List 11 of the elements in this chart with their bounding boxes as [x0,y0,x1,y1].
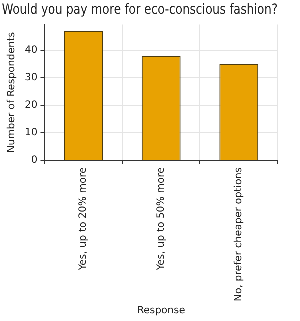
y-axis-title: Number of Respondents [6,32,18,154]
y-tick-label: 40 [24,45,38,56]
y-tick-label: 20 [24,100,38,112]
y-tick-label: 30 [24,72,38,84]
y-tick-label: 10 [24,128,38,139]
x-axis-title: Response [137,306,186,317]
chart-title: Would you pay more for eco-conscious fashion? [2,2,278,18]
x-tick-label: No, prefer cheaper options [234,168,245,302]
x-tick-label: Yes, up to 20% more [78,168,90,272]
y-tick-label: 0 [31,155,38,166]
x-tick-label: Yes, up to 50% more [156,168,167,272]
